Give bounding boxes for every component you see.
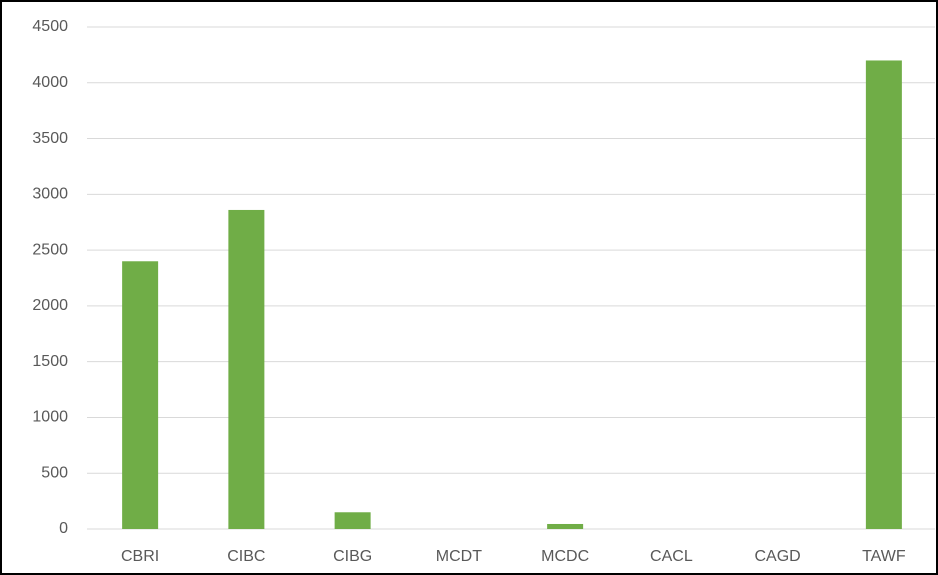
x-tick-label: CACL — [650, 548, 693, 565]
bar — [122, 261, 159, 529]
y-tick-label: 1000 — [32, 409, 68, 426]
y-tick-label: 3500 — [32, 130, 68, 147]
y-tick-label: 0 — [59, 520, 68, 537]
bar — [228, 209, 265, 529]
bar — [547, 523, 584, 529]
x-tick-label: CBRI — [121, 548, 159, 565]
y-tick-label: 3000 — [32, 186, 68, 203]
x-tick-label: CAGD — [755, 548, 801, 565]
x-tick-label: MCDT — [436, 548, 482, 565]
x-tick-label: MCDC — [541, 548, 589, 565]
x-tick-label: CIBC — [227, 548, 265, 565]
x-tick-label: CIBG — [333, 548, 372, 565]
bar — [334, 512, 371, 529]
y-tick-label: 1500 — [32, 353, 68, 370]
y-tick-label: 2500 — [32, 241, 68, 258]
y-tick-label: 2000 — [32, 297, 68, 314]
y-tick-label: 4000 — [32, 74, 68, 91]
x-tick-label: TAWF — [862, 548, 906, 565]
y-tick-label: 500 — [41, 464, 68, 481]
bar — [865, 60, 902, 529]
y-tick-label: 4500 — [32, 18, 68, 35]
